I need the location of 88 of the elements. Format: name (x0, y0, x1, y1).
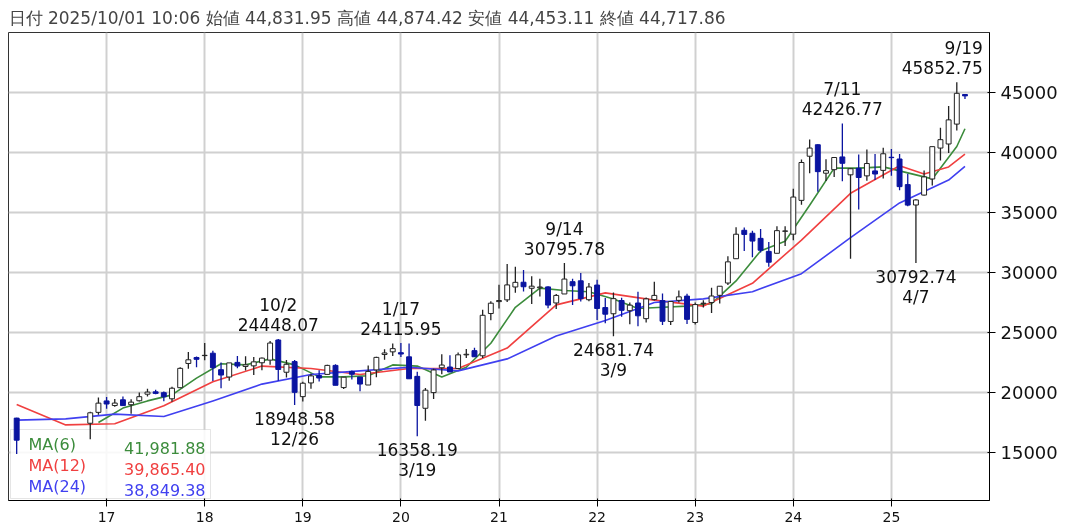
y-tick-label: 20000 (1000, 382, 1058, 403)
candlestick (438, 353, 445, 375)
candlestick (487, 300, 494, 321)
candlestick (218, 361, 224, 389)
text: MA(24) 38,849.38 (28, 476, 206, 500)
candlestick (128, 398, 135, 415)
x-tick-label: 22 (588, 508, 607, 525)
candlestick (667, 300, 674, 326)
x-tick-label: 17 (97, 508, 116, 525)
candlestick (912, 198, 919, 264)
candlestick (904, 173, 911, 207)
candlestick (831, 156, 838, 178)
annotation: 16358.19 3/19 (376, 440, 458, 481)
candlestick (602, 297, 609, 324)
candlestick (708, 287, 715, 314)
candlestick (406, 342, 413, 380)
y-tick-label: 40000 (1000, 142, 1058, 163)
candlestick (267, 340, 274, 366)
candlestick (635, 291, 641, 327)
candlestick (921, 169, 928, 197)
annotation: 30792.74 4/7 (875, 266, 957, 307)
candlestick (675, 289, 682, 304)
candlestick (659, 292, 666, 326)
y-tick-label: 30000 (1000, 262, 1058, 283)
candlestick (569, 277, 576, 306)
candlestick (618, 297, 625, 318)
candlestick (209, 350, 216, 382)
candlestick (332, 363, 339, 386)
candlestick (724, 255, 731, 286)
candlestick (847, 167, 854, 260)
x-tick-label: 23 (686, 508, 705, 525)
candlestick (610, 291, 617, 337)
x-tick-label: 20 (391, 508, 410, 525)
candlestick (692, 301, 699, 326)
candlestick (447, 354, 453, 373)
y-tick-label: 35000 (1000, 202, 1058, 223)
candlestick (774, 225, 780, 254)
annotation: 7/11 42426.77 (801, 79, 883, 120)
candlestick (299, 381, 306, 403)
text: MA(6) 41,981.88 (28, 434, 206, 458)
y-tick-label: 15000 (1000, 442, 1058, 463)
y-tick-label: 45000 (1000, 82, 1058, 103)
x-tick-label: 19 (293, 508, 312, 525)
candlestick (177, 366, 184, 389)
candlestick (13, 416, 20, 455)
candlestick (512, 266, 519, 294)
candlestick (561, 262, 568, 295)
annotation: 9/19 45852.75 (901, 38, 983, 79)
candlestick (823, 158, 829, 182)
annotation: 1/17 24115.95 (360, 299, 442, 340)
line-series (97, 127, 966, 424)
candlestick (872, 153, 878, 181)
candlestick (684, 293, 690, 325)
y-tick-label: 25000 (1000, 322, 1058, 343)
annotation: 24681.74 3/9 (572, 340, 655, 381)
candlestick (651, 281, 658, 302)
chart-title: 日付 2025/10/01 10:06 始値 44,831.95 高値 44,874.42 安値 44,453.11 終値 44,717.86 (8, 7, 726, 28)
candlestick (594, 279, 601, 321)
candlestick (585, 282, 592, 303)
candlestick (888, 148, 895, 177)
candlestick (397, 342, 404, 358)
candlestick (765, 241, 772, 268)
candlestick (741, 226, 748, 252)
candlestick (806, 138, 813, 174)
candlestick (528, 275, 535, 305)
x-tick-label: 24 (784, 508, 803, 525)
x-tick-label: 25 (882, 508, 901, 525)
candlestick (863, 148, 870, 182)
candlestick (577, 272, 584, 303)
candlestick (536, 278, 543, 298)
candlestick (855, 153, 862, 211)
candlestick (365, 364, 372, 386)
candlestick (782, 225, 789, 247)
candlestick (520, 269, 527, 293)
candlestick (937, 127, 944, 162)
x-tick-label: 18 (195, 508, 214, 525)
annotation: 9/14 30795.78 (523, 218, 605, 259)
candlestick (839, 122, 846, 182)
x-tick-label: 21 (490, 508, 508, 525)
candlestick (496, 284, 502, 310)
annotation: 10/2 24448.07 (237, 295, 319, 336)
annotation: 18948.58 12/26 (254, 409, 336, 450)
candlestick (626, 301, 633, 325)
candlestick (880, 147, 887, 180)
candlestick (545, 285, 551, 309)
candlestick (504, 263, 511, 303)
text: MA(12) 39,865.40 (28, 455, 206, 479)
candlestick (643, 296, 650, 324)
